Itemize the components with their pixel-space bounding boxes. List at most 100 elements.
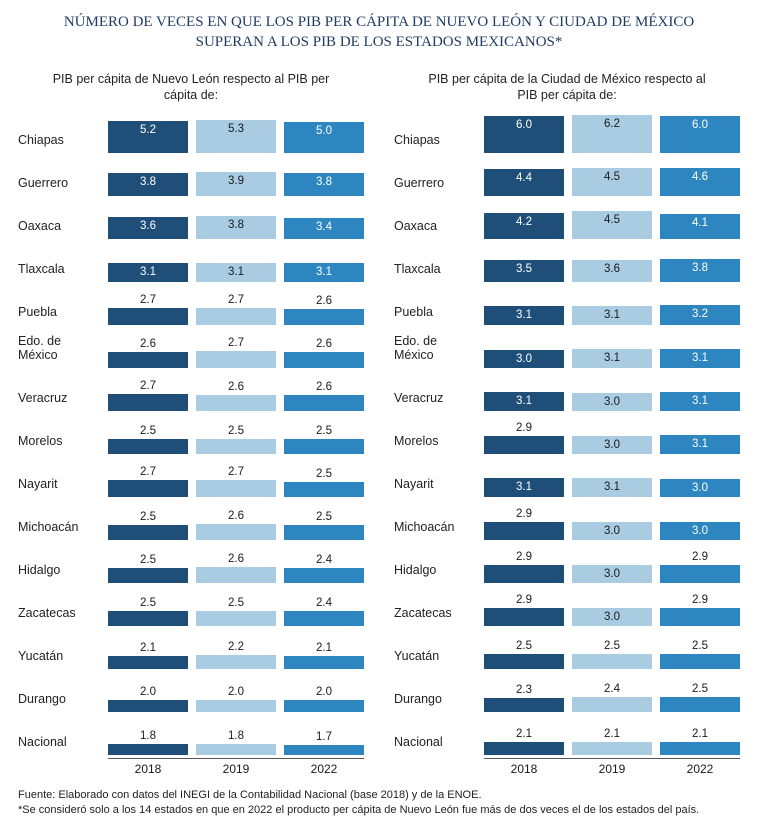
bar-wrap: 2.4 — [284, 543, 364, 583]
state-label: Yucatán — [394, 649, 484, 663]
bar-wrap: 3.0 — [484, 328, 564, 368]
bar-value-label: 2.4 — [284, 555, 364, 567]
bar-value-label: 2.5 — [196, 426, 276, 438]
bar-value-label: 4.6 — [660, 172, 740, 184]
bar-wrap: 3.1 — [284, 242, 364, 282]
bar — [284, 525, 364, 540]
bar-wrap: 2.9 — [484, 500, 564, 540]
bar-wrap: 3.0 — [572, 500, 652, 540]
state-label: Morelos — [18, 434, 108, 448]
bars-group: 3.13.13.2 — [484, 285, 740, 325]
bar-value-label: 5.3 — [196, 124, 276, 136]
state-row: Tlaxcala3.53.63.8 — [394, 242, 740, 282]
bar-wrap: 2.5 — [284, 414, 364, 454]
bar-value-label: 3.0 — [572, 397, 652, 409]
bar-value-label: 3.5 — [484, 264, 564, 276]
bar-wrap: 3.4 — [284, 199, 364, 239]
bars-group: 1.81.81.7 — [108, 715, 364, 755]
state-row: Chiapas6.06.26.0 — [394, 113, 740, 153]
bars-group: 3.13.13.1 — [108, 242, 364, 282]
panel-subtitle: PIB per cápita de Nuevo León respecto al… — [18, 71, 364, 104]
x-axis-year-label: 2022 — [660, 762, 740, 776]
title-line-1: NÚMERO DE VECES EN QUE LOS PIB PER CÁPIT… — [64, 14, 694, 30]
bar-value-label: 3.1 — [108, 267, 188, 279]
state-label: Oaxaca — [18, 219, 108, 233]
bar — [196, 351, 276, 368]
bar-value-label: 2.5 — [108, 555, 188, 567]
state-row: Hidalgo2.93.02.9 — [394, 543, 740, 583]
state-row: Tlaxcala3.13.13.1 — [18, 242, 364, 282]
state-label: Durango — [18, 692, 108, 706]
bar — [660, 742, 740, 755]
bars-group: 4.24.54.1 — [484, 199, 740, 239]
state-label: Durango — [394, 692, 484, 706]
state-row: Zacatecas2.52.52.4 — [18, 586, 364, 626]
bar-wrap: 2.5 — [484, 629, 564, 669]
bar-wrap: 2.7 — [108, 285, 188, 325]
bar-value-label: 2.6 — [108, 339, 188, 351]
bar-wrap: 3.8 — [284, 156, 364, 196]
state-label: Michoacán — [394, 520, 484, 534]
state-label: Oaxaca — [394, 219, 484, 233]
bar — [108, 439, 188, 454]
bar — [196, 655, 276, 669]
bar-wrap: 3.0 — [660, 457, 740, 497]
state-label: Zacatecas — [18, 606, 108, 620]
bar-value-label: 3.2 — [660, 309, 740, 321]
x-axis-labels: 201820192022 — [108, 758, 364, 776]
bar-value-label: 2.4 — [572, 684, 652, 696]
state-label: Chiapas — [394, 133, 484, 147]
bar-value-label: 2.7 — [108, 381, 188, 393]
bar — [108, 744, 188, 755]
bars-group: 2.93.03.0 — [484, 500, 740, 540]
state-row: Michoacán2.93.03.0 — [394, 500, 740, 540]
bars-group: 2.52.62.5 — [108, 500, 364, 540]
state-label: Edo. de México — [18, 334, 108, 362]
bar-wrap: 4.5 — [572, 156, 652, 196]
bar-wrap: 2.5 — [196, 414, 276, 454]
bar-wrap: 2.4 — [572, 672, 652, 712]
bar-wrap: 3.0 — [660, 500, 740, 540]
bar-value-label: 3.9 — [196, 176, 276, 188]
bar — [108, 611, 188, 626]
bar — [484, 608, 564, 626]
bar-value-label: 3.1 — [484, 482, 564, 494]
bar — [484, 522, 564, 540]
bar-wrap: 2.7 — [108, 457, 188, 497]
state-row: Guerrero4.44.54.6 — [394, 156, 740, 196]
bars-group: 2.5 2.5 2.5 — [108, 414, 364, 454]
title-line-2: SUPERAN A LOS PIB DE LOS ESTADOS MEXICAN… — [196, 34, 563, 50]
bar-value-label: 2.9 — [484, 595, 564, 607]
bar-wrap: 4.1 — [660, 199, 740, 239]
bar-value-label: 2.3 — [484, 685, 564, 697]
bar-wrap: 2.5 — [108, 500, 188, 540]
bar-value-label: 2.1 — [484, 729, 564, 741]
panels-container: PIB per cápita de Nuevo León respecto al… — [18, 71, 740, 777]
bar-wrap: 2.3 — [484, 672, 564, 712]
bar-wrap: 3.1 — [660, 328, 740, 368]
bar-value-label: 1.8 — [108, 731, 188, 743]
bar-value-label: 2.9 — [660, 552, 740, 564]
bar-wrap: 2.2 — [196, 629, 276, 669]
bar-wrap: 6.0 — [484, 113, 564, 153]
bar-wrap: 3.0 — [572, 371, 652, 411]
bar-wrap: 2.6 — [284, 328, 364, 368]
bar-value-label: 2.5 — [108, 426, 188, 438]
state-row: Oaxaca4.24.54.1 — [394, 199, 740, 239]
bar-value-label: 2.5 — [284, 426, 364, 438]
state-label: Guerrero — [18, 176, 108, 190]
bar-value-label: 3.0 — [572, 569, 652, 581]
state-row: Nacional2.12.12.1 — [394, 715, 740, 755]
bar-value-label: 2.9 — [484, 552, 564, 564]
bar-wrap: 4.2 — [484, 199, 564, 239]
state-row: Chiapas5.25.35.0 — [18, 113, 364, 153]
bar-wrap: 6.2 — [572, 113, 652, 153]
state-label: Nayarit — [394, 477, 484, 491]
bar — [108, 308, 188, 325]
bars-group: 2.93.03.1 — [484, 414, 740, 454]
bar-value-label: 2.1 — [284, 643, 364, 655]
bar-wrap: 2.9 — [484, 586, 564, 626]
bar-wrap: 2.6 — [108, 328, 188, 368]
bar-value-label: 3.8 — [660, 263, 740, 275]
bar-wrap: 3.0 — [572, 414, 652, 454]
